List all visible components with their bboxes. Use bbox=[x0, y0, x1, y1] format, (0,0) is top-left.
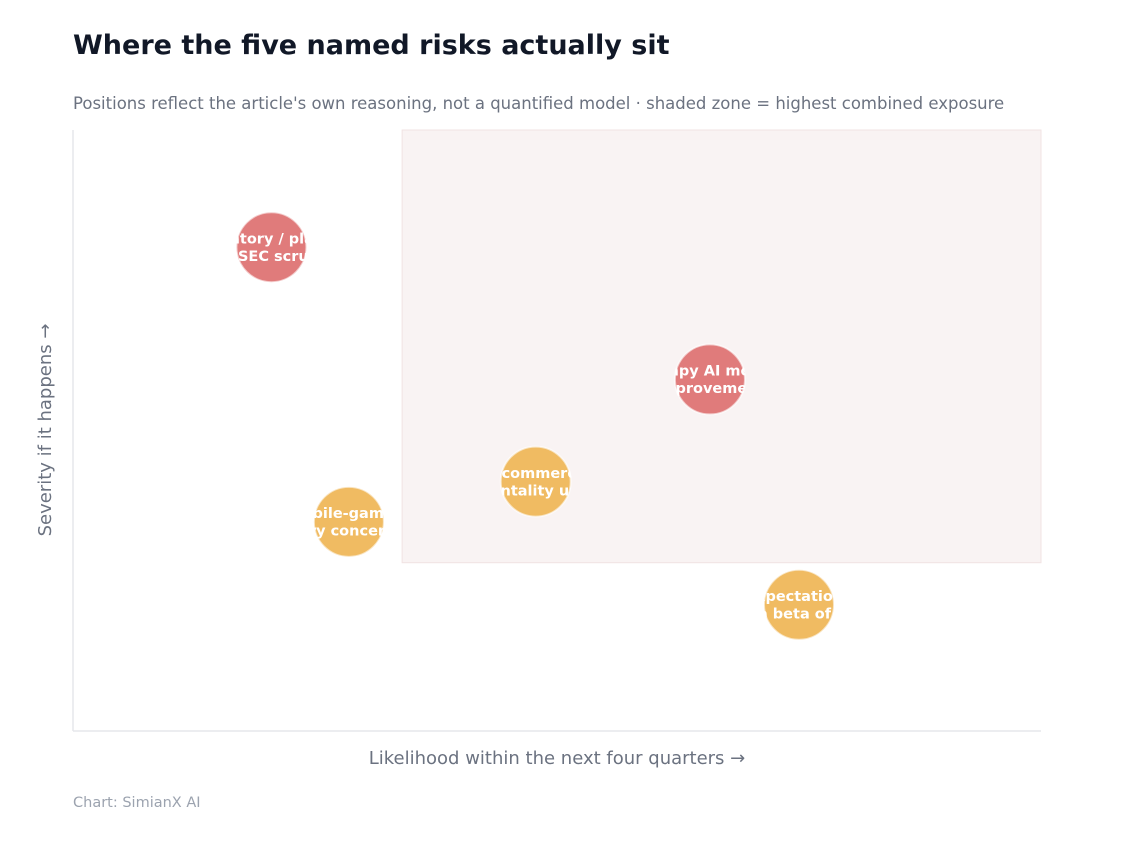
risk-bubble-label-line: incrementality unproven bbox=[435, 483, 637, 499]
risk-bubble-circle bbox=[763, 568, 835, 641]
risk-bubble-circle bbox=[235, 211, 308, 284]
risk-bubble: Lumpy AI model improvement bbox=[644, 343, 775, 416]
risk-bubble-label: Lumpy AI model improvement bbox=[644, 364, 775, 398]
risk-bubble-label: Regulatory / platform and SEC scrutiny bbox=[183, 231, 359, 265]
risk-bubble: Regulatory / platform and SEC scrutiny bbox=[183, 211, 359, 284]
risk-bubble-label-line: E-commerce bbox=[486, 466, 586, 482]
risk-bubble-label-line: Regulatory / platform bbox=[183, 231, 359, 247]
chart-source: Chart: SimianX AI bbox=[73, 795, 201, 811]
risk-bubble-label-line: category concentration bbox=[253, 524, 444, 540]
risk-bubble-label-line: at a beta of 2.5 bbox=[736, 607, 862, 623]
risk-bubble-circle bbox=[673, 343, 746, 416]
risk-bubble-label: E-commerce incrementality unproven bbox=[435, 466, 637, 500]
risk-bubble-label: Mobile-gaming category concentration bbox=[253, 506, 444, 540]
risk-bubble-label-line: Expectations bbox=[746, 589, 852, 605]
risk-bubble-circle bbox=[312, 485, 385, 558]
risk-bubble: E-commerce incrementality unproven bbox=[435, 445, 637, 518]
chart-title: Where the five named risks actually sit bbox=[73, 30, 670, 61]
risk-bubble-label-line: Lumpy AI model bbox=[644, 364, 775, 380]
risk-bubble-label-line: and SEC scrutiny bbox=[202, 249, 340, 265]
risk-bubble: Expectations at a beta of 2.5 bbox=[736, 568, 862, 641]
x-axis-label: Likelihood within the next four quarters… bbox=[369, 748, 746, 769]
risk-bubble: Mobile-gaming category concentration bbox=[253, 485, 444, 558]
risk-bubble-label-line: improvement bbox=[655, 381, 764, 397]
y-axis-label: Severity if it happens → bbox=[35, 324, 56, 537]
risk-bubble-label: Expectations at a beta of 2.5 bbox=[736, 589, 862, 623]
risk-bubble-label-line: Mobile-gaming bbox=[288, 506, 410, 522]
risk-bubble-circle bbox=[499, 445, 572, 518]
chart-subtitle: Positions reflect the article's own reas… bbox=[73, 94, 1005, 113]
